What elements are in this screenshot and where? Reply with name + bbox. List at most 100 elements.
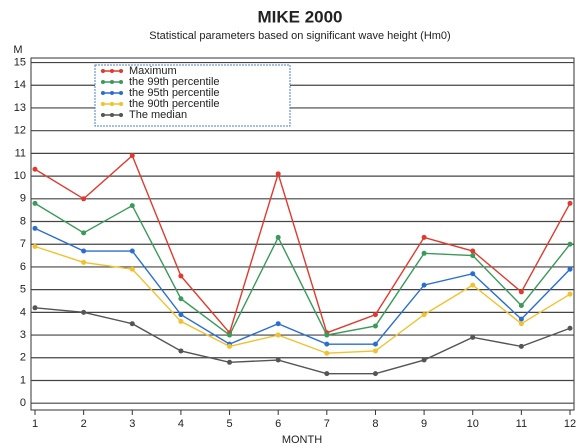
legend-marker bbox=[110, 113, 114, 117]
legend-marker bbox=[101, 102, 105, 106]
data-point bbox=[32, 305, 38, 311]
legend-marker bbox=[119, 91, 123, 95]
series-line bbox=[34, 245, 571, 354]
data-point bbox=[372, 348, 378, 354]
data-point bbox=[421, 250, 427, 256]
data-point bbox=[81, 309, 87, 315]
data-point bbox=[129, 266, 135, 272]
y-tick-label: 8 bbox=[20, 215, 26, 227]
data-point bbox=[470, 282, 476, 288]
data-point bbox=[324, 350, 330, 356]
x-tick-label: 3 bbox=[129, 418, 135, 430]
data-point bbox=[324, 332, 330, 338]
x-tick-label: 2 bbox=[81, 418, 87, 430]
y-tick-label: 4 bbox=[20, 306, 26, 318]
data-point bbox=[518, 289, 524, 295]
y-axis-label: M bbox=[13, 44, 22, 56]
x-tick-label: 10 bbox=[467, 418, 479, 430]
legend-marker bbox=[101, 69, 105, 73]
legend-label: the 95th percentile bbox=[129, 87, 220, 99]
legend-marker bbox=[119, 113, 123, 117]
data-point bbox=[372, 312, 378, 318]
y-tick-label: 11 bbox=[15, 147, 26, 159]
series-line bbox=[34, 202, 571, 337]
data-point bbox=[81, 230, 87, 236]
data-point bbox=[275, 357, 281, 363]
data-point bbox=[178, 273, 184, 279]
legend-marker bbox=[119, 69, 123, 73]
data-point bbox=[567, 200, 573, 206]
data-point bbox=[32, 243, 38, 249]
legend-label: The median bbox=[129, 109, 187, 121]
data-point bbox=[372, 371, 378, 377]
data-point bbox=[129, 153, 135, 159]
data-point bbox=[178, 296, 184, 302]
series-line bbox=[34, 307, 571, 375]
legend-marker bbox=[110, 102, 114, 106]
data-point bbox=[275, 332, 281, 338]
data-point bbox=[32, 200, 38, 206]
data-point bbox=[178, 312, 184, 318]
data-point bbox=[567, 325, 573, 331]
x-tick-label: 6 bbox=[275, 418, 281, 430]
legend-marker bbox=[119, 80, 123, 84]
data-point bbox=[129, 248, 135, 254]
data-point bbox=[324, 371, 330, 377]
data-point bbox=[32, 225, 38, 231]
series-line bbox=[34, 154, 571, 335]
x-tick-label: 4 bbox=[178, 418, 184, 430]
data-point bbox=[178, 318, 184, 324]
data-point bbox=[81, 259, 87, 265]
data-point bbox=[81, 196, 87, 202]
legend-marker bbox=[101, 113, 105, 117]
y-tick-label: 15 bbox=[14, 56, 26, 68]
plot-frame bbox=[30, 57, 575, 411]
data-point bbox=[275, 171, 281, 177]
data-point bbox=[81, 248, 87, 254]
x-tick-label: 12 bbox=[564, 418, 576, 430]
data-point bbox=[275, 234, 281, 240]
data-point bbox=[227, 359, 233, 365]
legend-marker bbox=[119, 102, 123, 106]
data-point bbox=[372, 323, 378, 329]
y-tick-label: 14 bbox=[14, 79, 26, 91]
chart-subtitle: Statistical parameters based on signific… bbox=[149, 30, 450, 42]
legend-marker bbox=[110, 80, 114, 84]
data-point bbox=[324, 341, 330, 347]
x-tick-label: 11 bbox=[516, 418, 527, 430]
y-tick-label: 9 bbox=[20, 193, 26, 205]
data-point bbox=[372, 341, 378, 347]
y-tick-label: 10 bbox=[14, 170, 26, 182]
data-point bbox=[470, 334, 476, 340]
data-point bbox=[470, 248, 476, 254]
legend-marker bbox=[110, 91, 114, 95]
data-point bbox=[227, 343, 233, 349]
x-tick-label: 8 bbox=[372, 418, 378, 430]
data-point bbox=[129, 203, 135, 209]
y-tick-label: 6 bbox=[20, 261, 26, 273]
y-tick-label: 0 bbox=[20, 397, 26, 409]
data-point bbox=[129, 321, 135, 327]
y-tick-label: 2 bbox=[20, 352, 26, 364]
data-point bbox=[421, 312, 427, 318]
series-line bbox=[34, 227, 571, 345]
y-tick-label: 3 bbox=[20, 329, 26, 341]
data-point bbox=[470, 253, 476, 259]
data-point bbox=[518, 303, 524, 309]
legend-label: the 99th percentile bbox=[129, 76, 220, 88]
data-point bbox=[567, 241, 573, 247]
x-tick-label: 7 bbox=[324, 418, 330, 430]
y-tick-label: 13 bbox=[14, 102, 26, 114]
data-point bbox=[518, 316, 524, 322]
legend-label: the 90th percentile bbox=[129, 98, 220, 110]
data-point bbox=[32, 166, 38, 172]
data-point bbox=[567, 291, 573, 297]
legend-label: Maximum bbox=[129, 65, 177, 77]
data-point bbox=[178, 348, 184, 354]
x-axis-label: MONTH bbox=[282, 434, 322, 446]
data-point bbox=[227, 332, 233, 338]
legend-marker bbox=[101, 80, 105, 84]
y-tick-label: 7 bbox=[20, 238, 26, 250]
legend-box bbox=[94, 64, 291, 127]
